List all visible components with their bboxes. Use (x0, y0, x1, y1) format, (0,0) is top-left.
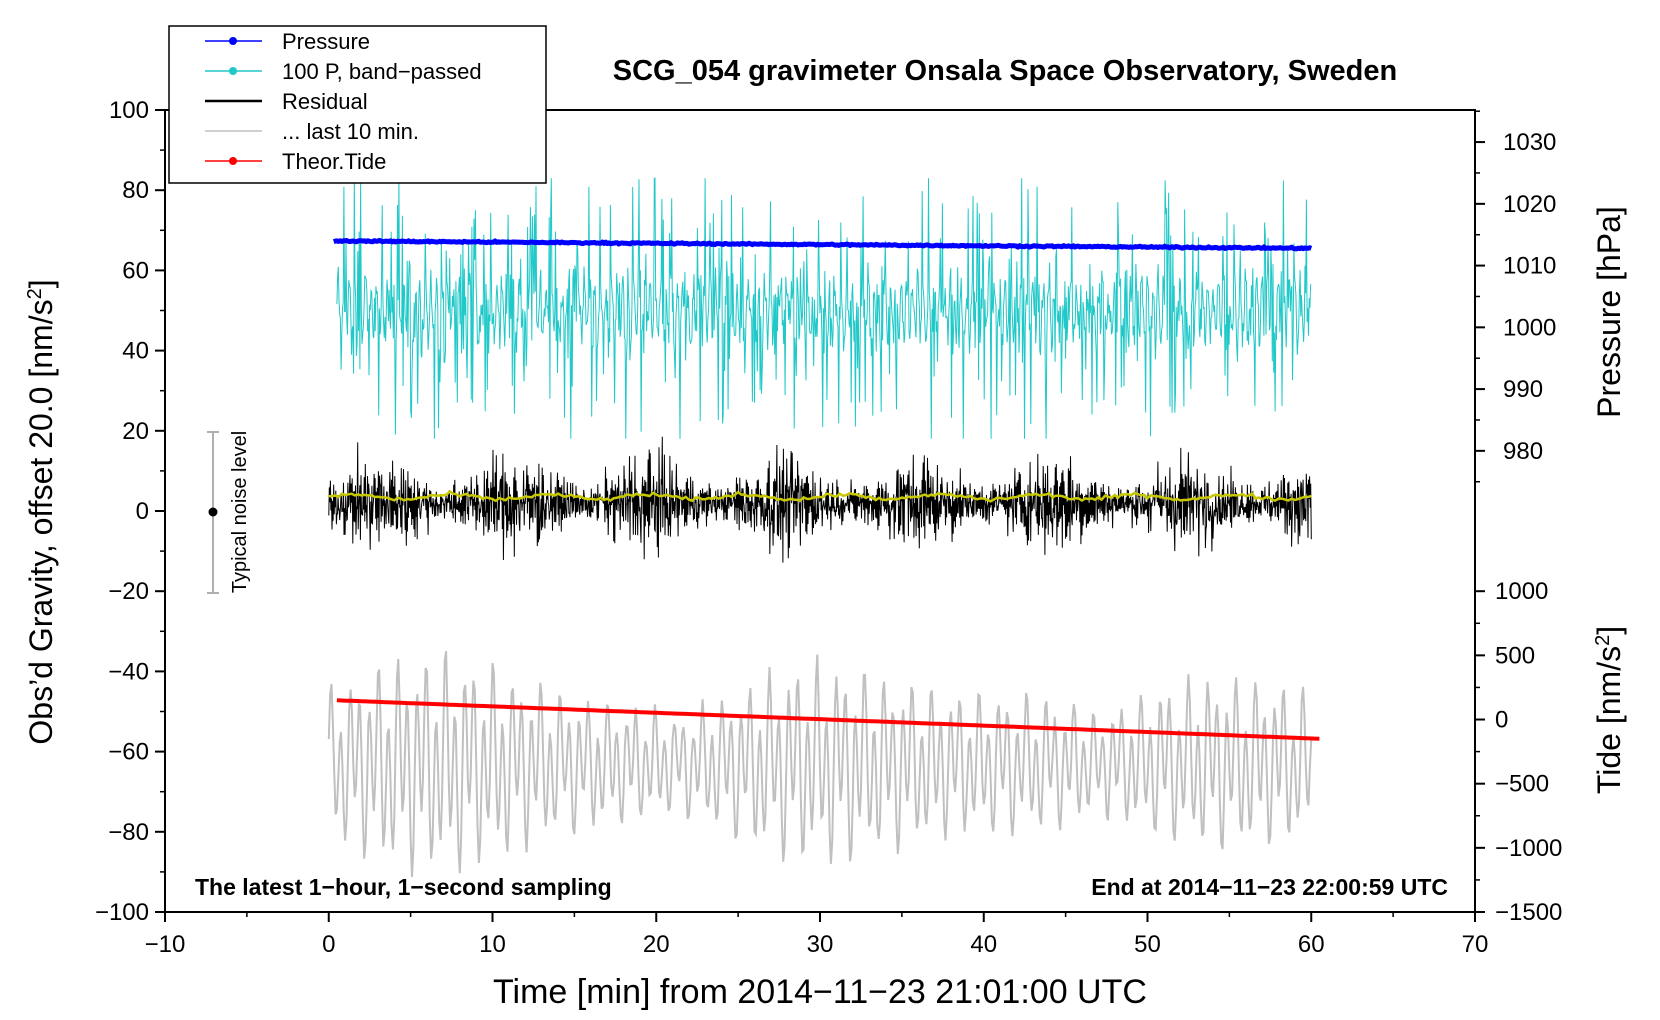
y-tick-label: −20 (108, 578, 149, 605)
y-tick-label: 100 (109, 97, 149, 124)
y-axis-left: −100 −80 −60 −40 −20 0 20 40 60 80 100 (95, 97, 165, 926)
y-tick-label: −80 (108, 819, 149, 846)
y-axis-pressure: 980 990 1000 1010 1020 1030 (1475, 110, 1556, 483)
series-pressure (332, 237, 1313, 252)
y-tick-label: −100 (95, 899, 149, 926)
x-axis-label: Time [min] from 2014−11−23 21:01:00 UTC (493, 973, 1147, 1011)
noise-bar-label: Typical noise level (229, 431, 251, 593)
y-tick-label: 40 (122, 338, 149, 365)
x-tick-label: 20 (643, 931, 670, 958)
y-axis-label-tide: Tide [nm/s2] (1591, 626, 1627, 794)
series-theoretical-tide (336, 698, 1320, 741)
y-tick-label: 20 (122, 418, 149, 445)
y-tick-label: 80 (122, 177, 149, 204)
noise-level-indicator: Typical noise level (207, 431, 251, 594)
y-tick-label: 60 (122, 257, 149, 284)
legend-marker-100-p-band-passed (229, 67, 237, 75)
y-axis-label-left-main: Obs’d Gravity, offset 20.0 [nm/s (23, 299, 59, 744)
x-tick-label: 40 (970, 931, 997, 958)
x-tick-label: 60 (1298, 931, 1325, 958)
tide-tick-label: −500 (1495, 771, 1549, 798)
pressure-tick-label: 980 (1503, 438, 1543, 465)
series-last-10-min (327, 651, 1313, 878)
x-tick-label: 50 (1134, 931, 1161, 958)
y-axis-label-left-sup: 2 (24, 288, 46, 299)
series-residual (328, 436, 1312, 563)
annotation-sampling: The latest 1−hour, 1−second sampling (195, 874, 612, 900)
legend-label-theor-tide: Theor.Tide (282, 149, 386, 174)
y-tick-label: −60 (108, 739, 149, 766)
x-tick-label: 70 (1462, 931, 1489, 958)
pressure-tick-label: 1020 (1503, 191, 1556, 218)
y-axis-label-left-end: ] (23, 279, 59, 288)
x-axis: −10 0 10 20 30 40 50 60 70 (145, 912, 1489, 958)
pressure-tick-label: 1030 (1503, 129, 1556, 156)
y-tick-label: 0 (136, 498, 149, 525)
series-residual-smoothed (328, 489, 1312, 503)
x-tick-label: −10 (145, 931, 186, 958)
tide-tick-label: 1000 (1495, 578, 1548, 605)
legend-label-pressure: Pressure (282, 29, 370, 54)
legend-marker-theor-tide (229, 157, 237, 165)
y-axis-tide: −1500 −1000 −500 0 500 1000 (1475, 578, 1562, 926)
x-tick-label: 0 (322, 931, 335, 958)
x-tick-label: 30 (807, 931, 834, 958)
legend-label-100-p-band-passed: 100 P, band−passed (282, 59, 482, 84)
legend-marker-pressure (229, 37, 237, 45)
pressure-tick-label: 1000 (1503, 314, 1556, 341)
y-axis-label-tide-main: Tide [nm/s (1591, 646, 1627, 794)
y-axis-label-pressure: Pressure [hPa] (1591, 206, 1627, 418)
x-tick-label: 10 (479, 931, 506, 958)
tide-tick-label: 500 (1495, 642, 1535, 669)
tide-tick-label: −1000 (1495, 835, 1562, 862)
tide-tick-label: 0 (1495, 707, 1508, 734)
noise-bar-center-dot (208, 507, 218, 517)
y-axis-label-left: Obs’d Gravity, offset 20.0 [nm/s2] (23, 279, 59, 744)
legend-box (168, 25, 547, 184)
y-axis-label-tide-sup: 2 (1592, 635, 1614, 646)
series-band-passed-pressure (336, 177, 1312, 439)
legend-label-residual: Residual (282, 89, 368, 114)
plot-series (327, 177, 1320, 878)
annotation-end-time: End at 2014−11−23 22:00:59 UTC (1091, 874, 1448, 900)
tide-tick-label: −1500 (1495, 899, 1562, 926)
y-axis-label-tide-end: ] (1591, 626, 1627, 635)
legend-label-last-10-min: ... last 10 min. (282, 119, 419, 144)
y-tick-label: −40 (108, 658, 149, 685)
pressure-tick-label: 990 (1503, 376, 1543, 403)
legend: Pressure 100 P, band−passed Residual ... la… (168, 25, 547, 184)
pressure-tick-label: 1010 (1503, 253, 1556, 280)
chart-title: SCG_054 gravimeter Onsala Space Observat… (613, 55, 1397, 87)
